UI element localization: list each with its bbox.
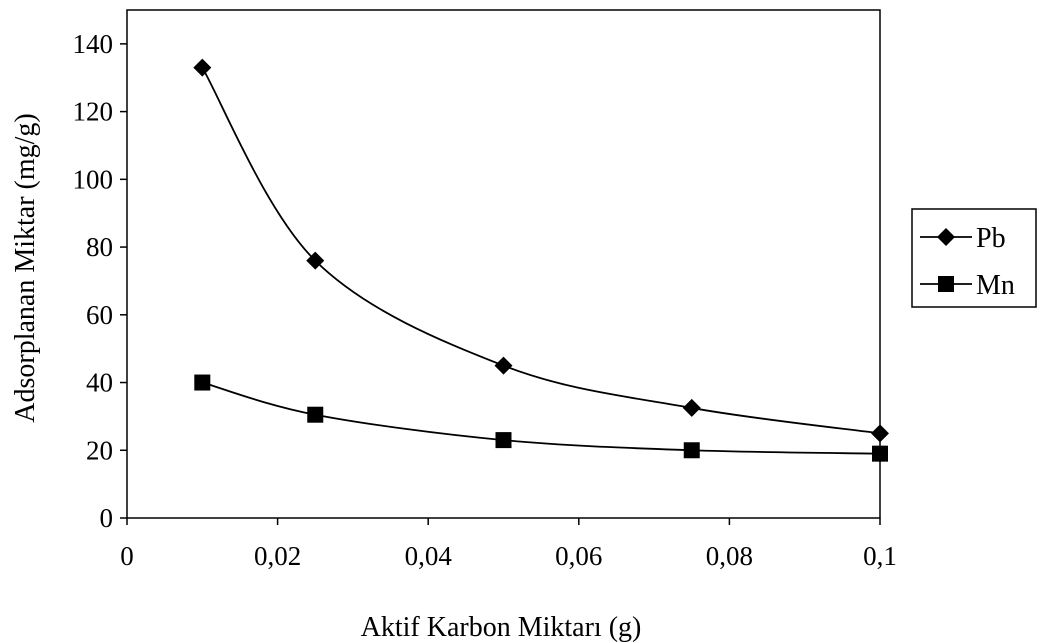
y-tick-label: 20	[86, 435, 113, 465]
data-point-pb	[494, 356, 513, 375]
series-line-mn	[202, 381, 881, 455]
y-tick-label: 40	[86, 368, 113, 398]
data-point-mn	[683, 442, 700, 459]
data-point-mn	[307, 406, 324, 423]
data-point-mn	[495, 432, 512, 449]
legend-label-mn: Mn	[976, 270, 1015, 301]
legend-box	[911, 208, 1037, 308]
y-tick-label: 120	[73, 97, 114, 127]
plot-frame	[126, 9, 881, 519]
x-tick-label: 0,1	[863, 541, 897, 571]
x-tick-label: 0,06	[555, 541, 602, 571]
y-tick-label: 0	[100, 503, 114, 533]
y-tick-label: 60	[86, 300, 113, 330]
x-axis-title: Aktif Karbon Miktarı (g)	[361, 612, 642, 643]
data-point-pb	[871, 424, 889, 443]
legend: Pb Mn	[911, 208, 1037, 308]
legend-label-pb: Pb	[976, 223, 1006, 254]
legend-marker-pb	[937, 228, 955, 246]
data-point-pb	[193, 58, 212, 77]
x-tick-label: 0	[120, 541, 134, 571]
y-tick-label: 100	[73, 164, 114, 194]
y-tick-label: 140	[73, 29, 114, 59]
y-tick-label: 80	[86, 232, 113, 262]
series-line-pb	[201, 67, 881, 435]
y-axis-title: Adsorplanan Miktar (mg/g)	[10, 113, 41, 423]
data-point-mn	[872, 445, 888, 462]
x-tick-label: 0,02	[254, 541, 301, 571]
data-point-mn	[194, 374, 211, 391]
x-tick-label: 0,08	[706, 541, 753, 571]
data-point-pb	[682, 398, 701, 417]
plot-area: 0 20 40 60 80 100 120 140 0 0,02 0,04 0,06 0,08 0,1	[73, 9, 897, 571]
legend-marker-mn	[938, 276, 954, 292]
x-tick-label: 0,04	[405, 541, 453, 571]
data-point-pb	[306, 251, 325, 270]
